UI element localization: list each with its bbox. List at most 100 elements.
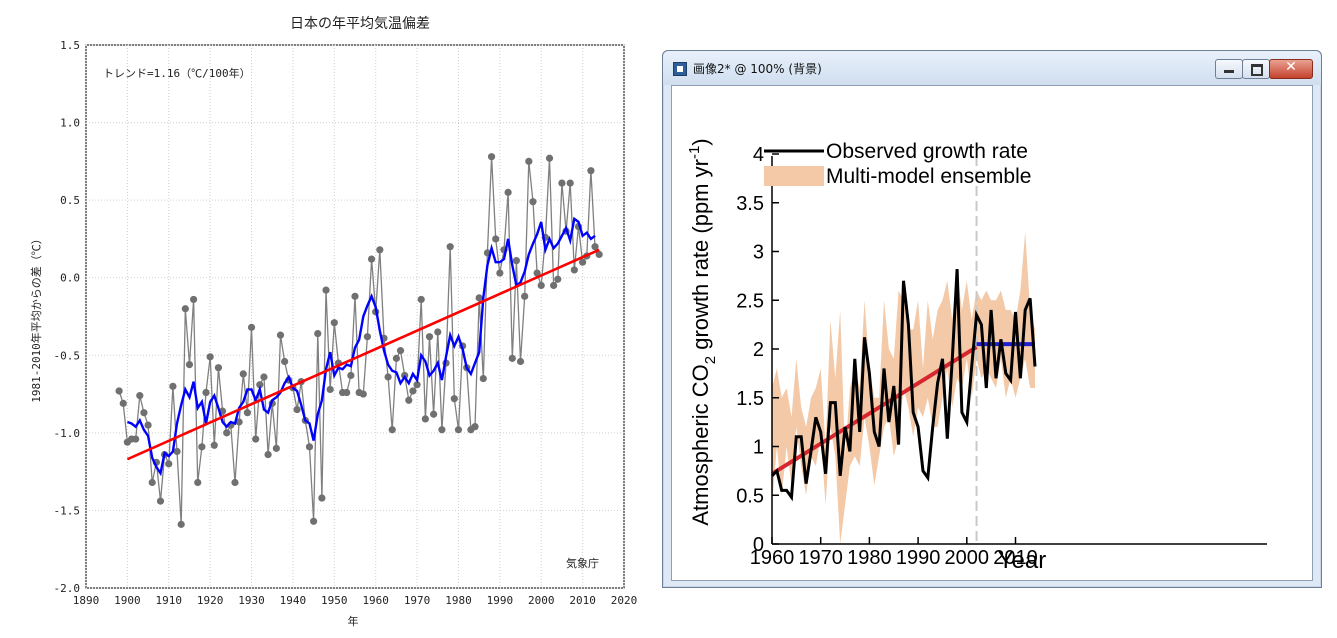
observed-point <box>430 410 438 418</box>
observed-point <box>115 387 123 395</box>
y-tick-label: 2.5 <box>736 290 764 312</box>
observed-point <box>132 435 140 443</box>
window-title: 画像2* @ 100% (背景) <box>693 62 822 76</box>
observed-point <box>421 415 429 423</box>
x-tick-label: 1990 <box>487 594 514 607</box>
observed-point <box>496 269 504 277</box>
observed-point <box>376 246 384 254</box>
x-tick-label: 1910 <box>156 594 183 607</box>
observed-point <box>318 494 326 502</box>
x-tick-labels: 1960 1970 1980 1990 2000 2010 <box>750 547 1038 569</box>
minimize-button[interactable] <box>1215 59 1243 79</box>
y-tick-label: 1.5 <box>736 388 764 410</box>
x-tick-label: 1890 <box>73 594 100 607</box>
legend: Observed growth rate Multi-model ensembl… <box>764 140 1031 188</box>
x-tick-label: 1900 <box>114 594 141 607</box>
close-button[interactable]: ✕ <box>1269 59 1313 79</box>
observed-point <box>533 269 541 277</box>
observed-point <box>231 478 239 487</box>
observed-point <box>504 188 512 196</box>
x-tick-label: 1960 <box>750 547 795 569</box>
trend-segment <box>126 248 600 461</box>
window-titlebar[interactable]: 画像2* @ 100% (背景) ✕ <box>663 51 1321 85</box>
observed-point <box>181 305 189 313</box>
x-tick-label: 1980 <box>445 594 472 607</box>
observed-point <box>210 441 218 449</box>
observed-path <box>770 269 1037 502</box>
observed-point <box>487 153 496 161</box>
observed-point <box>235 418 243 426</box>
observed-point <box>367 255 376 263</box>
trend-line <box>126 248 600 461</box>
x-tick-label: 1980 <box>847 547 892 569</box>
x-tick-label: 1940 <box>280 594 307 607</box>
maximize-button[interactable] <box>1242 59 1270 79</box>
observed-point <box>343 388 351 397</box>
observed-point <box>579 258 587 266</box>
observed-point <box>591 243 599 251</box>
observed-point <box>260 373 268 381</box>
observed-point <box>347 371 355 380</box>
x-tick-label: 1950 <box>321 594 348 607</box>
y-tick-label: 0 <box>753 534 764 556</box>
observed-growth-line <box>770 269 1037 502</box>
maximize-icon <box>1251 64 1263 76</box>
y-axis-label: Atmospheric CO2 growth rate (ppm yr-1) <box>686 138 719 525</box>
observed-point <box>239 370 247 378</box>
observed-point <box>438 426 446 434</box>
observed-point <box>587 167 595 175</box>
y-tick-label: -1.0 <box>54 427 81 440</box>
y-axis-label-part: Atmospheric CO <box>688 364 713 525</box>
y-tick-label: 0.5 <box>60 194 80 207</box>
observed-point <box>136 392 144 400</box>
observed-point <box>322 286 330 294</box>
observed-point <box>156 497 165 505</box>
observed-point <box>169 382 177 390</box>
observed-point <box>446 243 454 251</box>
observed-point <box>417 295 425 304</box>
observed-point <box>479 374 487 383</box>
y-axis-label: 1981-2010年平均からの差（℃） <box>29 233 43 403</box>
x-tick-label: 2020 <box>611 594 638 607</box>
observed-point <box>425 333 434 341</box>
observed-point <box>359 390 367 398</box>
y-tick-label: -1.5 <box>54 504 81 517</box>
y-tick-label: 1.5 <box>60 39 80 52</box>
observed-point <box>264 450 272 459</box>
y-tick-label: 1.0 <box>60 117 80 130</box>
x-tick-label: 2010 <box>569 594 596 607</box>
observed-point <box>198 443 206 451</box>
y-tick-label: 2 <box>753 339 764 361</box>
y-axis-label-superscript: -1 <box>686 146 703 159</box>
legend-label-observed: Observed growth rate <box>826 140 1028 163</box>
legend-label-ensemble: Multi-model ensemble <box>826 165 1031 188</box>
image-canvas: 0 0.5 1 1.5 2 2.5 3 3.5 4 1960 1970 1980 1990 2000 20… <box>671 85 1313 581</box>
observed-point <box>214 364 223 372</box>
trend-annotation: トレンド=1.16（℃/100年） <box>103 66 251 80</box>
y-tick-label: 3 <box>753 242 764 264</box>
observed-point <box>392 354 400 362</box>
plot-frame <box>85 44 625 589</box>
observed-point <box>388 426 396 434</box>
observed-point <box>252 435 260 443</box>
co2-growth-chart: 00.511.522.533.54 1960 1970 1980 1990 2000 20… <box>686 138 1267 574</box>
y-axis-label-part: ) <box>688 138 713 145</box>
y-tick-label: -2.0 <box>54 582 81 595</box>
observed-point <box>119 399 127 407</box>
observed-point <box>190 295 198 304</box>
observed-point <box>384 373 392 381</box>
x-tick-label: 2000 <box>528 594 555 607</box>
observed-point <box>305 443 314 451</box>
y-tick-label: 4 <box>753 144 764 166</box>
observed-point <box>310 517 318 525</box>
x-tick-label: 2000 <box>945 547 990 569</box>
observed-point <box>314 329 322 338</box>
x-tick-label: 1920 <box>197 594 224 607</box>
observed-point <box>206 353 214 361</box>
chart-title: 日本の年平均気温偏差 <box>290 16 430 32</box>
x-tick-label: 1970 <box>798 547 843 569</box>
observed-point <box>247 323 256 331</box>
observed-point <box>272 444 280 452</box>
observed-point <box>140 409 148 417</box>
y-tick-label: 1 <box>753 437 764 459</box>
